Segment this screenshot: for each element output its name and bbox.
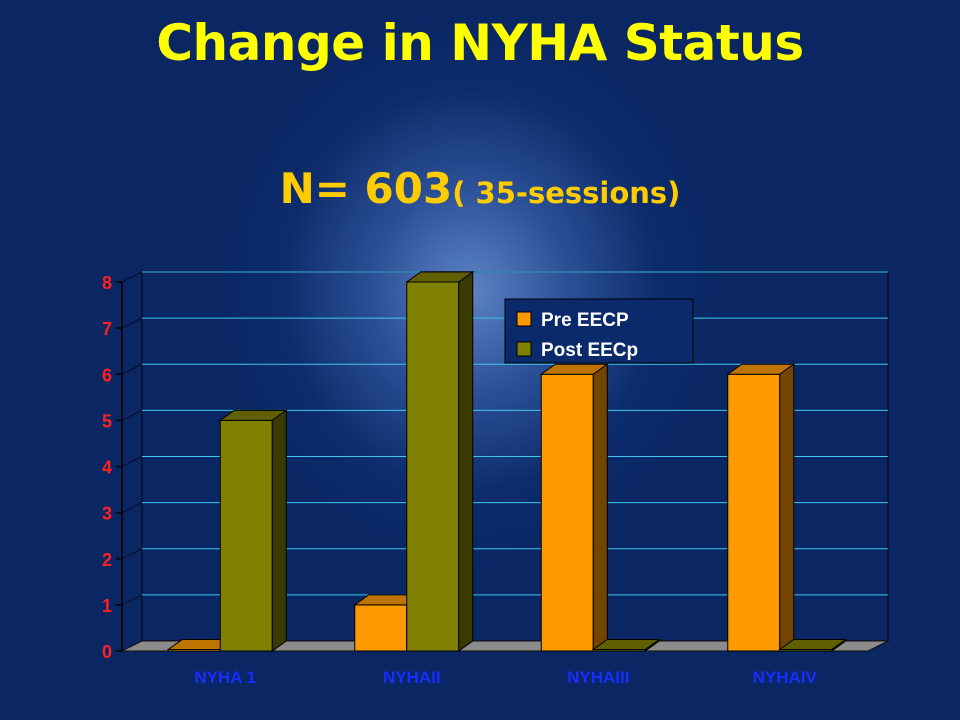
bar [591,638,661,652]
x-category-label: NYHAIII [567,668,629,687]
x-category-label: NYHAIV [753,668,818,687]
x-category-label: NYHAII [383,668,441,687]
y-tick-label: 8 [102,273,112,293]
side-wall-line [121,456,143,467]
bar-front [406,281,460,652]
bar [218,409,288,652]
subtitle-main: N= 603 [279,164,453,213]
side-wall-line [121,502,143,514]
bar-side [458,271,474,652]
legend-label: Pre EECP [541,310,629,331]
y-axis: 0 1 2 3 4 5 6 7 8 [102,273,123,662]
side-wall-line [121,548,143,560]
y-tick-label: 3 [102,504,112,524]
bar-side [831,638,847,652]
side-wall-line [121,409,143,421]
bar-side [592,363,608,652]
slide-subtitle: N= 603( 35-sessions) [0,164,960,213]
bars [166,271,848,652]
bar-front [219,419,273,652]
side-wall-line [121,594,143,606]
y-tick-label: 1 [102,596,112,616]
x-category-label: NYHA 1 [194,668,256,687]
y-tick-label: 2 [102,550,112,570]
y-tick-label: 7 [102,319,112,339]
y-tick-label: 5 [102,411,112,431]
bar-front [727,373,781,652]
slide-title: Change in NYHA Status [156,14,804,72]
legend: Pre EECP Post EECp [504,298,694,364]
legend-box [504,298,694,364]
y-tick-label: 0 [102,642,112,662]
bar-side [779,363,795,652]
legend-swatch [516,341,532,357]
y-tick-label: 4 [102,458,112,478]
bar-side [644,638,660,652]
x-axis: NYHA 1 NYHAII NYHAIII NYHAIV [194,668,817,687]
side-wall-line [121,271,143,283]
bar-front [354,604,408,652]
bar [405,271,475,652]
y-tick-label: 6 [102,365,112,385]
legend-swatch [516,311,532,327]
bar [726,363,796,652]
bar [539,363,609,652]
legend-label: Post EECp [541,340,638,361]
bar-side [271,409,287,652]
side-wall-line [121,317,143,329]
bar-front [540,373,594,652]
bar [778,638,848,652]
side-wall-line [121,363,143,375]
subtitle-small: ( 35-sessions) [452,176,681,210]
